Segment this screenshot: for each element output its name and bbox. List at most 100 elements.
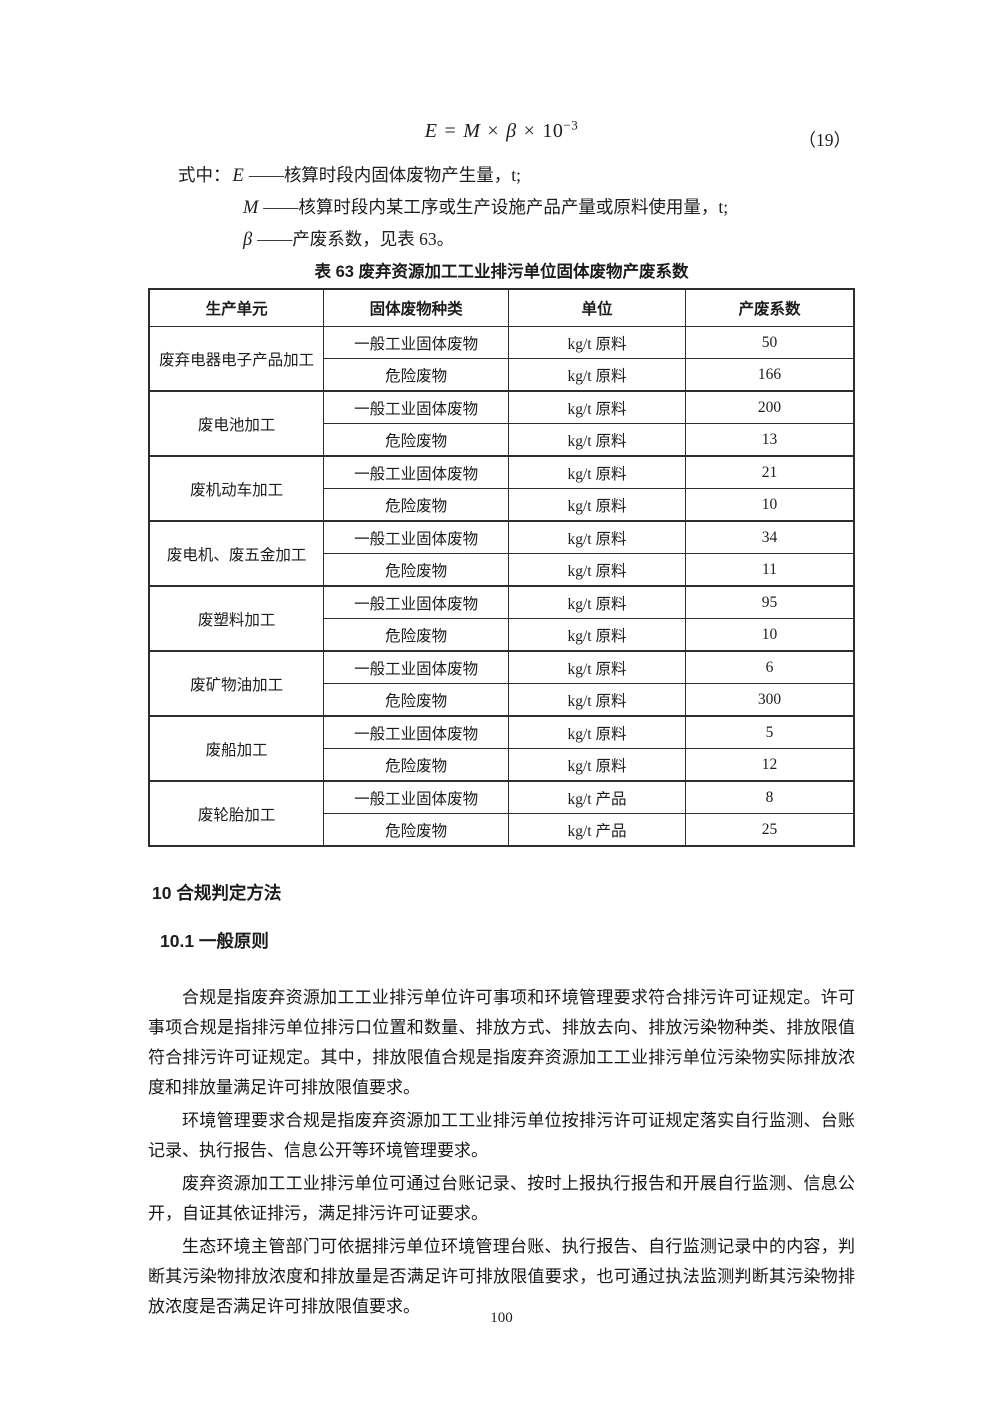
equation-definitions: 式中： E ——核算时段内固体废物产生量，t; M ——核算时段内某工序或生产设施产品… [148, 160, 855, 256]
table-63: 生产单元 固体废物种类 单位 产废系数 废弃电器电子产品加工 一般工业固体废物 … [148, 288, 855, 847]
table-row: 废电机、废五金加工 一般工业固体废物 kg/t 原料 34 [148, 521, 855, 587]
equation-19-row: E = M × β × 10−3 （19） [148, 0, 855, 152]
cell-production-unit: 废矿物油加工 [148, 651, 325, 717]
cell-waste-type: 一般工业固体废物 [323, 716, 510, 749]
table-row-group: 废机动车加工 一般工业固体废物 kg/t 原料 21 危险废物 kg/t 原料 … [148, 456, 855, 522]
paragraph: 环境管理要求合规是指废弃资源加工工业排污单位按排污许可证规定落实自行监测、台账记… [148, 1111, 855, 1160]
cell-unit: kg/t 原料 [508, 326, 686, 359]
table-row: 危险废物 kg/t 原料 10 [149, 618, 855, 651]
table-row-group: 废轮胎加工 一般工业固体废物 kg/t 产品 8 危险废物 kg/t 产品 25 [148, 781, 855, 847]
cell-production-unit: 废塑料加工 [148, 586, 325, 652]
subsection-heading-10-1: 10.1 一般原则 [160, 931, 269, 951]
table-row: 废矿物油加工 一般工业固体废物 kg/t 原料 6 [148, 651, 855, 717]
table-row: 危险废物 kg/t 原料 300 [149, 683, 855, 716]
table-row: 危险废物 kg/t 原料 11 [149, 553, 855, 586]
table-row: 废塑料加工 一般工业固体废物 kg/t 原料 95 [148, 586, 855, 652]
cell-coefficient: 8 [684, 781, 855, 814]
cell-unit: kg/t 原料 [508, 456, 686, 489]
equation-exponent: −3 [563, 117, 579, 133]
table-row-group: 废塑料加工 一般工业固体废物 kg/t 原料 95 危险废物 kg/t 原料 1… [148, 586, 855, 652]
cell-coefficient: 5 [684, 716, 855, 749]
cell-unit: kg/t 原料 [508, 748, 686, 781]
cell-unit: kg/t 原料 [508, 618, 686, 651]
table-row-group: 废矿物油加工 一般工业固体废物 kg/t 原料 6 危险废物 kg/t 原料 3… [148, 651, 855, 717]
paragraph: 生态环境主管部门可依据排污单位环境管理台账、执行报告、自行监测记录中的内容，判断… [148, 1237, 855, 1316]
section-heading-10: 10 合规判定方法 [152, 883, 282, 903]
cell-waste-type: 危险废物 [323, 553, 510, 586]
cell-unit: kg/t 原料 [508, 586, 686, 619]
paragraph: 合规是指废弃资源加工工业排污单位许可事项和环境管理要求符合排污许可证规定。许可事… [148, 988, 855, 1097]
cell-waste-type: 一般工业固体废物 [323, 781, 510, 814]
cell-unit: kg/t 产品 [508, 813, 686, 846]
cell-waste-type: 危险废物 [323, 813, 510, 846]
table-row-group: 废电池加工 一般工业固体废物 kg/t 原料 200 危险废物 kg/t 原料 … [148, 391, 855, 457]
cell-coefficient: 200 [684, 391, 855, 424]
cell-waste-type: 一般工业固体废物 [323, 651, 510, 684]
cell-unit: kg/t 原料 [508, 391, 686, 424]
cell-unit: kg/t 原料 [508, 488, 686, 521]
cell-coefficient: 95 [684, 586, 855, 619]
body-text: 合规是指废弃资源加工工业排污单位许可事项和环境管理要求符合排污许可证规定。许可事… [148, 983, 855, 1322]
equation-expression: E = M × β × 10−3 [425, 117, 579, 143]
where-text: ——核算时段内固体废物产生量，t; [248, 165, 522, 185]
cell-coefficient: 11 [684, 553, 855, 586]
column-header-waste-type: 固体废物种类 [323, 289, 510, 327]
table-row: 废电池加工 一般工业固体废物 kg/t 原料 200 [148, 391, 855, 457]
formula-definition-line: 式中： E ——核算时段内固体废物产生量，t; [148, 160, 855, 192]
table-row-group: 废船加工 一般工业固体废物 kg/t 原料 5 危险废物 kg/t 原料 12 [148, 716, 855, 782]
cell-unit: kg/t 原料 [508, 423, 686, 456]
cell-waste-type: 危险废物 [323, 488, 510, 521]
cell-coefficient: 10 [684, 488, 855, 521]
cell-coefficient: 21 [684, 456, 855, 489]
table-row: 废船加工 一般工业固体废物 kg/t 原料 5 [148, 716, 855, 782]
table-row: 废轮胎加工 一般工业固体废物 kg/t 产品 8 [148, 781, 855, 847]
cell-coefficient: 12 [684, 748, 855, 781]
where-symbol-m: M [243, 198, 259, 218]
table-caption: 表 63 废弃资源加工工业排污单位固体废物产废系数 [314, 263, 689, 281]
cell-unit: kg/t 原料 [508, 683, 686, 716]
table-row: 废机动车加工 一般工业固体废物 kg/t 原料 21 [148, 456, 855, 522]
multiply-sign: × [523, 120, 536, 142]
paragraph: 废弃资源加工工业排污单位可通过台账记录、按时上报执行报告和开展自行监测、信息公开… [148, 1174, 855, 1223]
cell-unit: kg/t 原料 [508, 358, 686, 391]
document-page: E = M × β × 10−3 （19） 式中： E ——核算时段内固体废物产生量，t; M —… [148, 0, 855, 1414]
table-row-group: 废电机、废五金加工 一般工业固体废物 kg/t 原料 34 危险废物 kg/t … [148, 521, 855, 587]
cell-coefficient: 13 [684, 423, 855, 456]
cell-production-unit: 废船加工 [148, 716, 325, 782]
cell-unit: kg/t 原料 [508, 553, 686, 586]
cell-production-unit: 废机动车加工 [148, 456, 325, 522]
page-number: 100 [490, 1310, 513, 1326]
equation-number: （19） [798, 130, 852, 150]
cell-coefficient: 50 [684, 326, 855, 359]
where-text: ——产废系数，见表 63。 [257, 229, 455, 249]
cell-production-unit: 废电机、废五金加工 [148, 521, 325, 587]
where-symbol-e: E [232, 166, 244, 186]
table-header: 生产单元 固体废物种类 单位 产废系数 [148, 289, 855, 327]
formula-definition-line: β ——产废系数，见表 63。 [148, 224, 855, 256]
where-text: ——核算时段内某工序或生产设施产品产量或原料使用量，t; [263, 197, 729, 217]
table-row: 危险废物 kg/t 原料 10 [149, 488, 855, 521]
formula-definition-line: M ——核算时段内某工序或生产设施产品产量或原料使用量，t; [148, 192, 855, 224]
cell-waste-type: 危险废物 [323, 683, 510, 716]
cell-coefficient: 25 [684, 813, 855, 846]
multiply-sign: × [487, 120, 500, 142]
where-prefix: 式中： [178, 165, 231, 185]
table-row: 危险废物 kg/t 原料 166 [149, 358, 855, 391]
where-symbol-beta: β [243, 230, 253, 250]
cell-waste-type: 危险废物 [323, 618, 510, 651]
cell-unit: kg/t 原料 [508, 716, 686, 749]
cell-waste-type: 一般工业固体废物 [323, 326, 510, 359]
cell-unit: kg/t 产品 [508, 781, 686, 814]
cell-waste-type: 危险废物 [323, 423, 510, 456]
equation-var-m: M [463, 120, 481, 142]
equation-var-beta: β [506, 120, 517, 142]
table-header-row: 生产单元 固体废物种类 单位 产废系数 [148, 289, 855, 327]
table-row: 危险废物 kg/t 原料 12 [149, 748, 855, 781]
column-header-production-unit: 生产单元 [148, 289, 325, 327]
cell-coefficient: 10 [684, 618, 855, 651]
table-row: 废弃电器电子产品加工 一般工业固体废物 kg/t 原料 50 [148, 326, 855, 392]
equals-sign: = [444, 120, 457, 142]
cell-waste-type: 危险废物 [323, 748, 510, 781]
cell-production-unit: 废弃电器电子产品加工 [148, 326, 325, 392]
cell-waste-type: 一般工业固体废物 [323, 456, 510, 489]
